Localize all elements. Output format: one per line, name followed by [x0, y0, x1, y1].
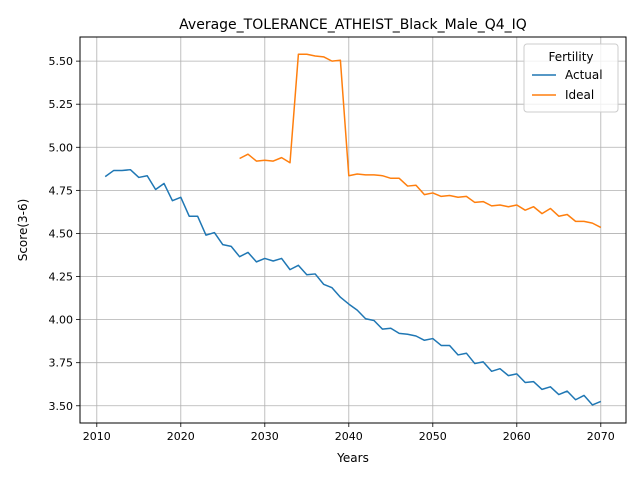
x-tick-label: 2010	[83, 430, 111, 443]
legend-label: Ideal	[565, 88, 594, 102]
x-tick-label: 2050	[419, 430, 447, 443]
x-tick-label: 2070	[587, 430, 615, 443]
y-tick-label: 4.25	[49, 271, 74, 284]
series-line-actual	[104, 168, 602, 406]
x-tick-label: 2040	[335, 430, 363, 443]
y-tick-label: 4.00	[49, 314, 74, 327]
plot-frame	[79, 36, 627, 424]
x-axis-ticks: 2010 2020 2030 2040 2050 2060 2070	[83, 423, 615, 443]
chart-title: Average_TOLERANCE_ATHEIST_Black_Male_Q4_…	[179, 17, 527, 33]
y-tick-label: 5.25	[49, 98, 74, 111]
series-lines	[104, 53, 602, 406]
x-tick-label: 2060	[503, 430, 531, 443]
series-line-ideal	[239, 53, 602, 229]
y-tick-label: 5.00	[49, 141, 74, 154]
legend: Fertility Actual Ideal	[523, 43, 619, 113]
legend-title: Fertility	[548, 50, 593, 64]
legend-items: Actual Ideal	[532, 68, 603, 102]
y-axis-label: Score(3-6)	[16, 199, 30, 262]
x-tick-label: 2030	[251, 430, 279, 443]
x-tick-label: 2020	[167, 430, 195, 443]
y-tick-label: 5.50	[49, 55, 74, 68]
y-axis-ticks: 3.50 3.75 4.00 4.25 4.50 4.75 5.00 5.25 5.50	[49, 55, 80, 413]
y-tick-label: 3.75	[49, 357, 74, 370]
y-tick-label: 4.50	[49, 227, 74, 240]
y-tick-label: 4.75	[49, 184, 74, 197]
grid	[80, 37, 626, 423]
y-tick-label: 3.50	[49, 400, 74, 413]
x-axis-label: Years	[336, 451, 369, 465]
legend-label: Actual	[565, 68, 603, 82]
